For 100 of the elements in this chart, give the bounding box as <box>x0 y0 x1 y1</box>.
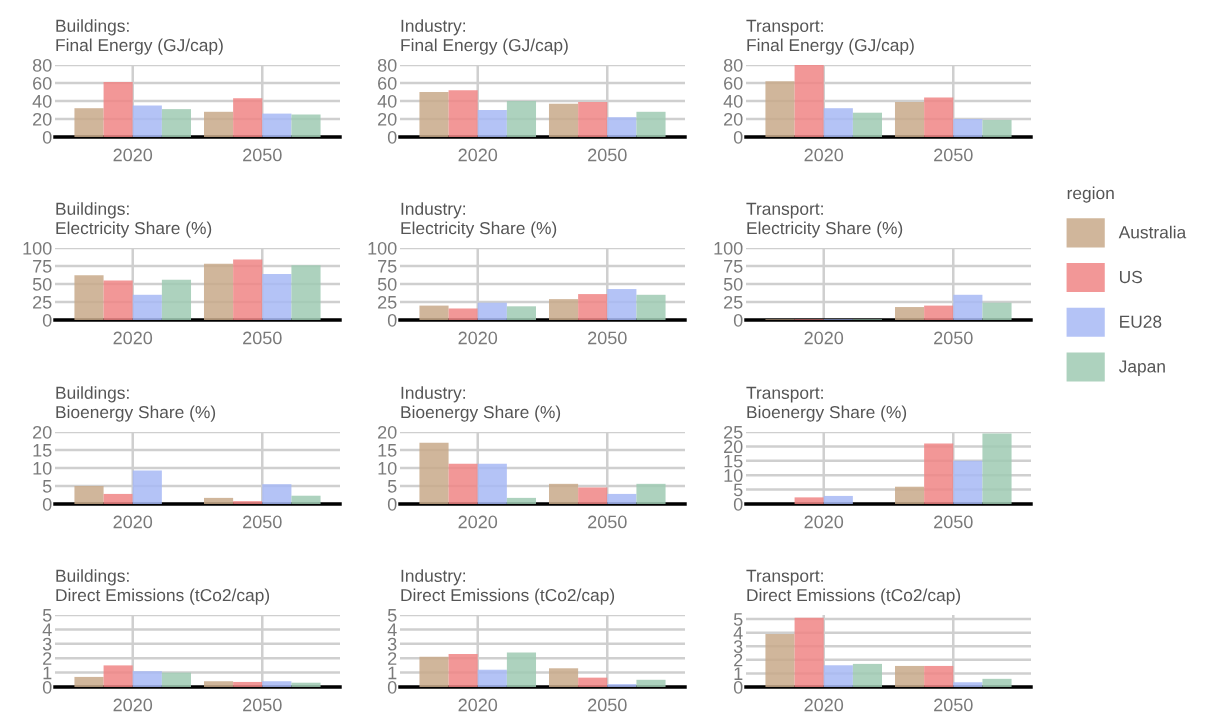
bar <box>506 652 537 687</box>
bar <box>765 634 795 687</box>
bar <box>924 665 954 687</box>
bar <box>852 663 883 687</box>
y-tick-label: 4 <box>42 623 52 636</box>
y-tick-label: 0 <box>733 313 743 327</box>
y-tick-label: 1 <box>43 666 52 680</box>
bar <box>924 305 954 320</box>
y-tick-label: 100 <box>23 241 52 255</box>
bar <box>477 302 507 320</box>
bar <box>233 259 263 320</box>
legend-label: US <box>1120 270 1142 284</box>
y-tick-label: 0 <box>387 130 397 144</box>
y-tick-label: 20 <box>378 112 397 126</box>
bar <box>262 681 292 687</box>
legend-label: Japan <box>1118 360 1165 376</box>
y-tick-label: 60 <box>33 76 52 90</box>
y-tick-label: 4 <box>733 626 743 640</box>
bar <box>448 90 478 137</box>
bar <box>794 617 824 687</box>
bar <box>636 483 666 504</box>
bar <box>291 114 321 137</box>
chart-title: Industry: Electricity Share (%) <box>401 202 557 238</box>
bar <box>982 678 1012 687</box>
bar <box>203 497 234 504</box>
bar <box>607 493 637 504</box>
bar <box>953 119 983 137</box>
y-tick-label: 0 <box>387 497 397 511</box>
bar <box>477 669 507 687</box>
legend-label: Australia <box>1118 225 1187 239</box>
y-tick-label: 75 <box>33 260 52 273</box>
bar <box>161 109 192 137</box>
bar <box>477 110 507 137</box>
bar <box>132 105 162 137</box>
chart-title: Buildings: Bioenergy Share (%) <box>56 386 216 422</box>
bar <box>477 463 507 504</box>
y-tick-label: 2 <box>43 652 52 665</box>
x-tick-label: 2050 <box>934 331 973 345</box>
x-tick-label: 2050 <box>588 515 627 529</box>
bar <box>794 497 824 504</box>
x-tick-label: 2050 <box>588 698 627 712</box>
chart-title: Industry: Direct Emissions (tCo2/cap) <box>401 569 615 605</box>
bar <box>506 306 537 320</box>
bar <box>823 665 853 687</box>
x-tick-label: 2020 <box>458 148 498 162</box>
bar <box>506 497 537 504</box>
x-tick-label: 2050 <box>243 148 282 162</box>
bar <box>262 484 292 504</box>
y-tick-label: 3 <box>733 640 743 653</box>
x-tick-label: 2020 <box>113 148 153 162</box>
bar <box>636 294 666 320</box>
bar <box>894 307 925 320</box>
y-tick-label: 80 <box>377 58 397 72</box>
bar <box>74 108 104 137</box>
x-tick-label: 2050 <box>588 331 627 345</box>
bar <box>291 682 321 687</box>
x-tick-label: 2020 <box>458 698 498 712</box>
y-tick-label: 50 <box>377 277 397 291</box>
bar <box>448 653 478 687</box>
bar <box>636 679 666 687</box>
y-tick-label: 10 <box>378 461 397 475</box>
bar <box>578 487 608 504</box>
y-tick-label: 0 <box>42 313 52 327</box>
chart-title: Buildings: Electricity Share (%) <box>56 202 212 238</box>
x-tick-label: 2020 <box>113 515 153 529</box>
bar <box>419 656 449 687</box>
bar <box>894 486 925 504</box>
x-tick-label: 2050 <box>934 148 973 162</box>
chart-title: Buildings: Direct Emissions (tCo2/cap) <box>56 569 270 605</box>
bar <box>203 111 234 137</box>
bar <box>74 676 104 687</box>
chart-title: Industry: Final Energy (GJ/cap) <box>401 19 568 55</box>
y-tick-label: 100 <box>368 241 397 255</box>
bar <box>448 463 478 504</box>
bar <box>548 103 579 137</box>
bar <box>291 495 321 504</box>
chart-title: Transport: Electricity Share (%) <box>746 202 903 238</box>
y-tick-label: 5 <box>733 613 743 626</box>
bar <box>953 682 983 687</box>
y-tick-label: 75 <box>378 260 397 273</box>
x-tick-label: 2020 <box>804 698 844 712</box>
y-tick-label: 10 <box>724 469 743 482</box>
x-tick-label: 2020 <box>113 698 153 712</box>
y-tick-label: 100 <box>714 241 743 255</box>
bar <box>924 443 954 504</box>
bar <box>161 672 192 687</box>
bar <box>448 308 478 320</box>
bar <box>607 117 637 137</box>
y-tick-label: 15 <box>378 444 397 457</box>
y-tick-label: 15 <box>724 454 743 468</box>
y-tick-label: 40 <box>377 94 397 108</box>
y-tick-label: 20 <box>378 425 397 439</box>
y-tick-label: 0 <box>42 497 52 511</box>
bar <box>291 265 321 320</box>
bar <box>823 495 853 504</box>
bar <box>548 668 579 687</box>
y-tick-label: 0 <box>733 497 743 511</box>
y-tick-label: 25 <box>724 295 743 309</box>
y-tick-label: 5 <box>42 609 52 622</box>
bar <box>953 294 983 320</box>
